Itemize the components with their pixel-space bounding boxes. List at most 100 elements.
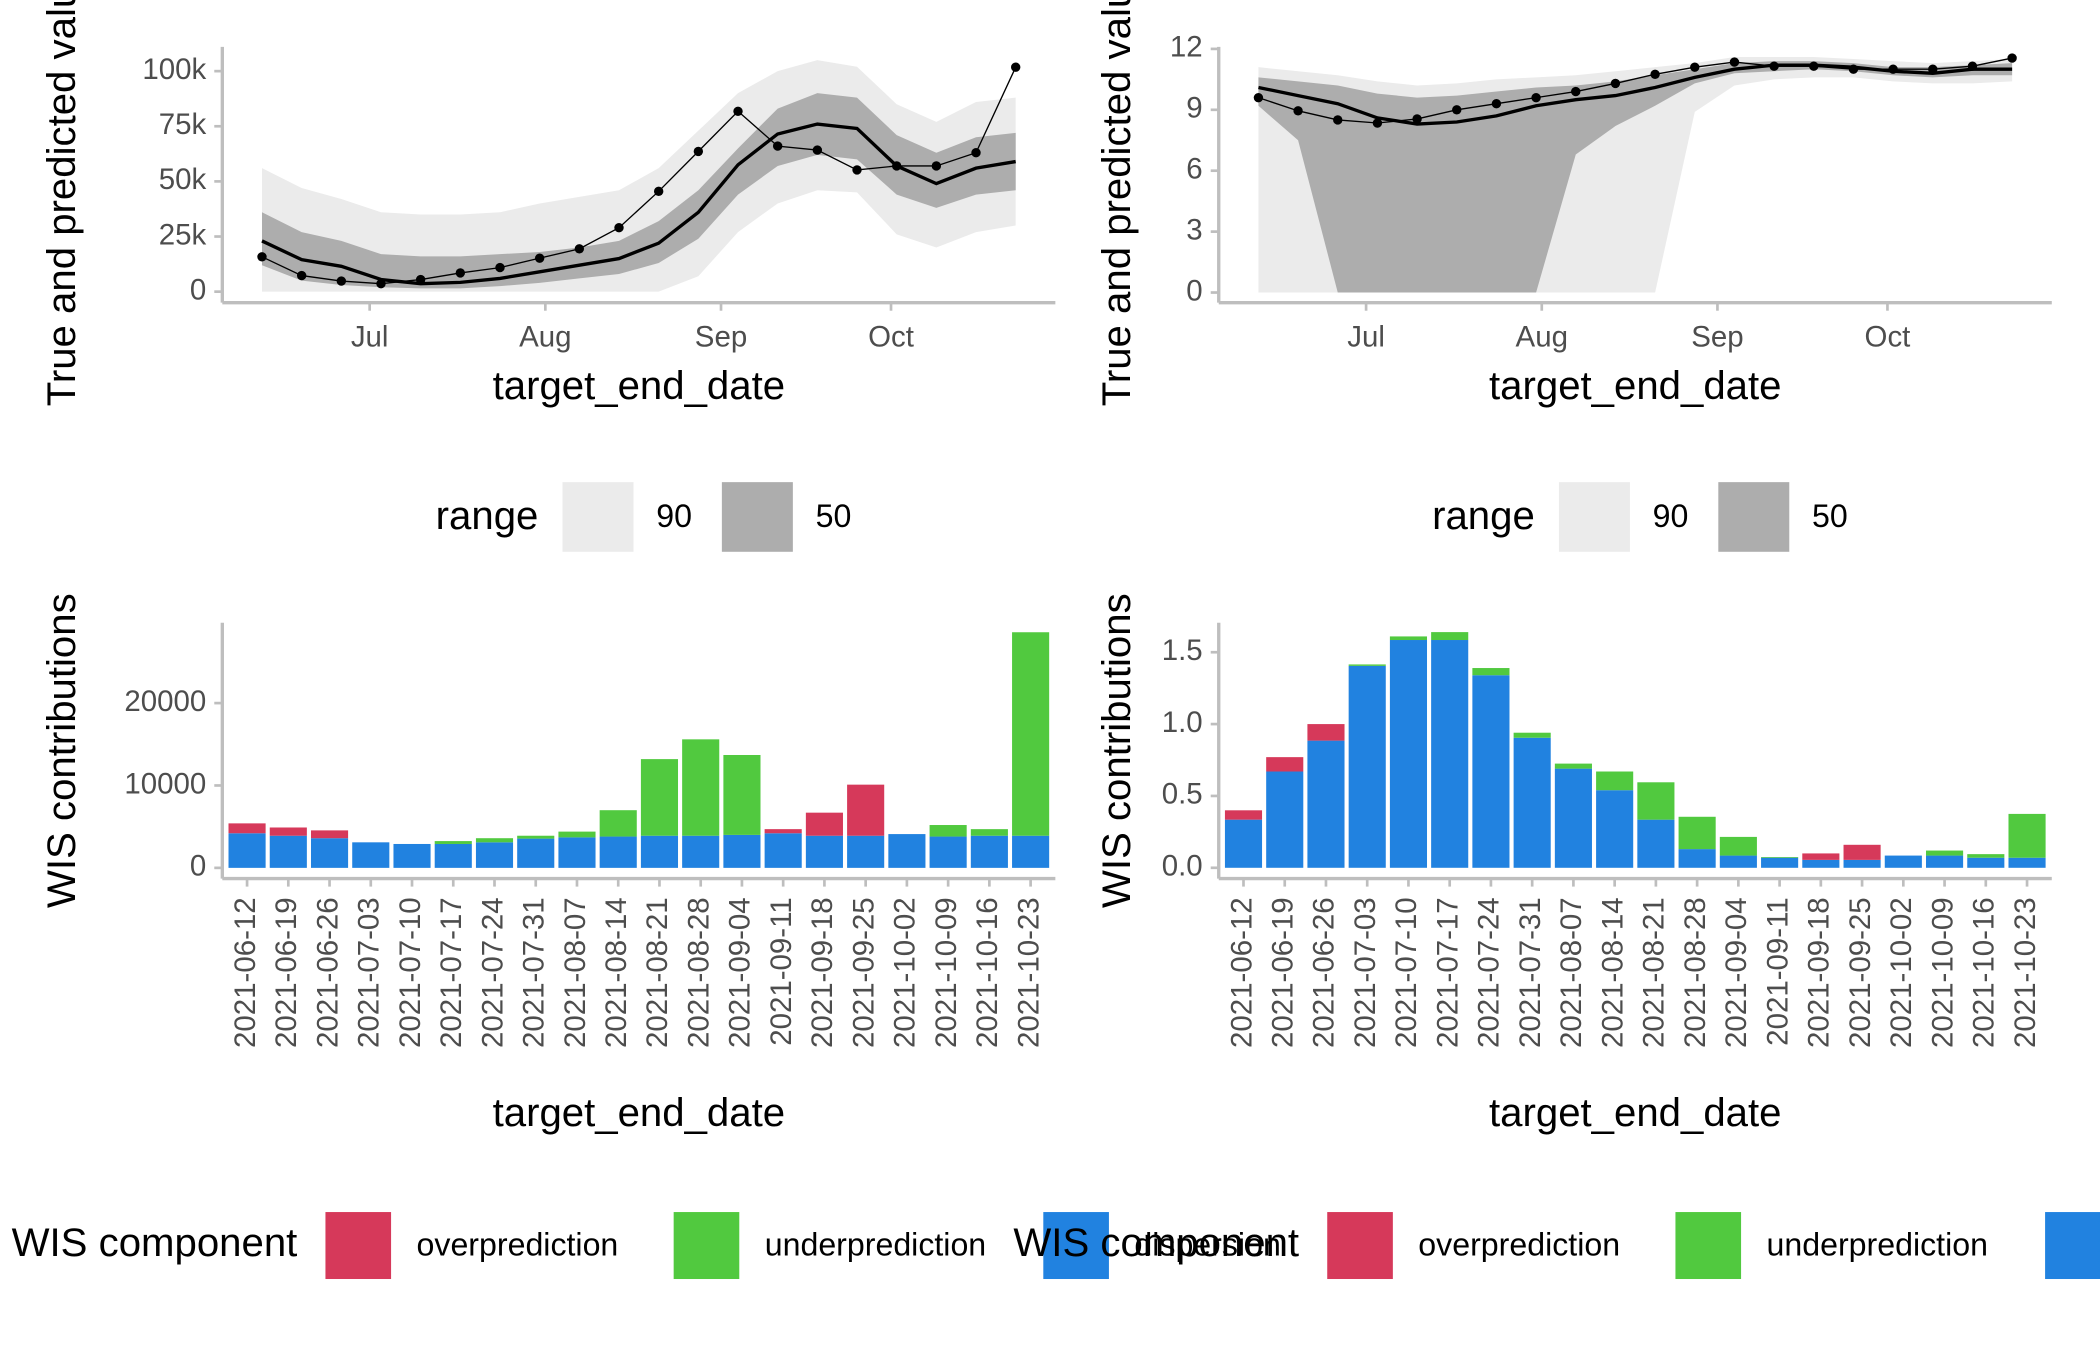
bar-segment (2008, 857, 2046, 868)
observed-point (1967, 61, 1978, 71)
bar-segment (228, 833, 266, 868)
x-tick-label: 2021-06-19 (270, 897, 303, 1048)
interval-band (1258, 61, 2013, 293)
bar-segment (888, 834, 926, 868)
observed-point (1531, 92, 1541, 103)
observed-point (1928, 64, 1938, 74)
bar-segment (1431, 640, 1469, 868)
bar-segment (723, 754, 761, 835)
bar-segment (929, 825, 967, 837)
x-tick-label: Jul (1347, 321, 1385, 354)
y-tick-label: 75k (159, 108, 207, 141)
bar-segment (1678, 849, 1716, 868)
legend-label: underprediction (765, 1226, 986, 1262)
observed-point (376, 279, 386, 289)
observed-line (261, 66, 1017, 285)
observed-point (614, 223, 624, 233)
observed-point (336, 276, 347, 286)
x-axis-title: target_end_date (1489, 363, 1782, 408)
y-tick-label: 0 (190, 850, 206, 883)
y-tick-label: 0 (1186, 274, 1202, 307)
x-tick-label: 2021-06-19 (1267, 897, 1300, 1048)
bar-segment (1513, 732, 1551, 738)
observed-point (1011, 62, 1021, 72)
y-tick-label: 0.0 (1162, 850, 1203, 883)
x-tick-label: 2021-09-18 (806, 897, 839, 1048)
y-axis-title: WIS contributions (39, 593, 84, 908)
bar-segment (1843, 859, 1881, 868)
observed-point (495, 262, 505, 273)
y-tick-label: 10000 (124, 767, 206, 800)
bar-segment (558, 831, 596, 838)
bar-segment (1967, 854, 2005, 858)
observed-point (1809, 61, 1819, 71)
bar-segment (764, 833, 802, 868)
legend-title: range (436, 493, 539, 538)
x-tick-label: 2021-09-11 (765, 897, 798, 1045)
observed-point (891, 161, 902, 171)
bar-segment (1472, 675, 1510, 868)
observed-point (1293, 106, 1303, 116)
observed-point (574, 244, 585, 254)
bar-segment (1761, 857, 1799, 868)
bar-segment (1719, 836, 1757, 856)
bar-segment (517, 835, 555, 839)
x-axis-title: target_end_date (1489, 1090, 1782, 1135)
legend-title: WIS component (1013, 1220, 1299, 1265)
y-tick-label: 3 (1186, 213, 1202, 246)
legend-title: range (1432, 493, 1535, 538)
bar-segment (847, 784, 885, 836)
bar-segment (764, 829, 802, 834)
observed-point (1253, 92, 1264, 103)
x-tick-label: Sep (695, 321, 747, 354)
observed-point (1888, 64, 1898, 74)
observed-point (971, 148, 981, 158)
observed-point (1729, 57, 1740, 67)
bar-segment (970, 835, 1008, 868)
x-tick-label: 2021-07-10 (394, 897, 427, 1048)
y-tick-label: 100k (142, 53, 206, 86)
x-tick-label: Sep (1691, 321, 1743, 354)
observed-point (455, 268, 466, 278)
legend-key (1675, 1212, 1742, 1280)
bar-segment (640, 759, 679, 836)
x-tick-label: 2021-09-25 (1844, 897, 1877, 1048)
x-tick-label: 2021-09-18 (1803, 897, 1836, 1048)
observed-point (1491, 99, 1502, 109)
x-tick-label: 2021-08-14 (1596, 897, 1629, 1048)
legend-label: overprediction (417, 1226, 619, 1262)
x-tick-label: 2021-06-12 (1225, 897, 1258, 1048)
x-tick-label: Aug (1516, 321, 1568, 354)
x-tick-label: 2021-06-26 (311, 897, 344, 1048)
bar-segment (1637, 819, 1675, 868)
bar-segment (1843, 844, 1881, 860)
bar-segment (1884, 855, 1922, 868)
y-tick-label: 9 (1186, 92, 1202, 125)
bar-segment (1389, 640, 1428, 868)
bar-segment (1389, 636, 1428, 641)
bar-segment (1012, 632, 1050, 836)
bar-segment (1554, 768, 1592, 868)
legend-label: overprediction (1418, 1226, 1620, 1262)
bar-segment (1761, 857, 1799, 858)
x-tick-label: 2021-06-26 (1308, 897, 1341, 1048)
x-axis-title: target_end_date (493, 1090, 786, 1135)
bar-segment (1926, 855, 1964, 868)
bar-segment (723, 834, 761, 868)
x-tick-label: 2021-10-23 (1012, 897, 1045, 1048)
legend-key (1043, 1212, 1109, 1280)
x-tick-label: 2021-07-31 (518, 897, 551, 1048)
observed-point (931, 161, 942, 171)
observed-point (257, 252, 267, 262)
bar-segment (310, 830, 349, 839)
bar-segment (805, 812, 843, 836)
observed-point (534, 253, 545, 263)
x-tick-label: 2021-08-14 (600, 897, 633, 1048)
observed-point (852, 165, 862, 175)
bar-segment (1554, 763, 1592, 769)
x-tick-label: 2021-08-07 (559, 897, 592, 1048)
bar-segment (1719, 855, 1757, 868)
x-tick-label: 2021-08-28 (1679, 897, 1712, 1048)
